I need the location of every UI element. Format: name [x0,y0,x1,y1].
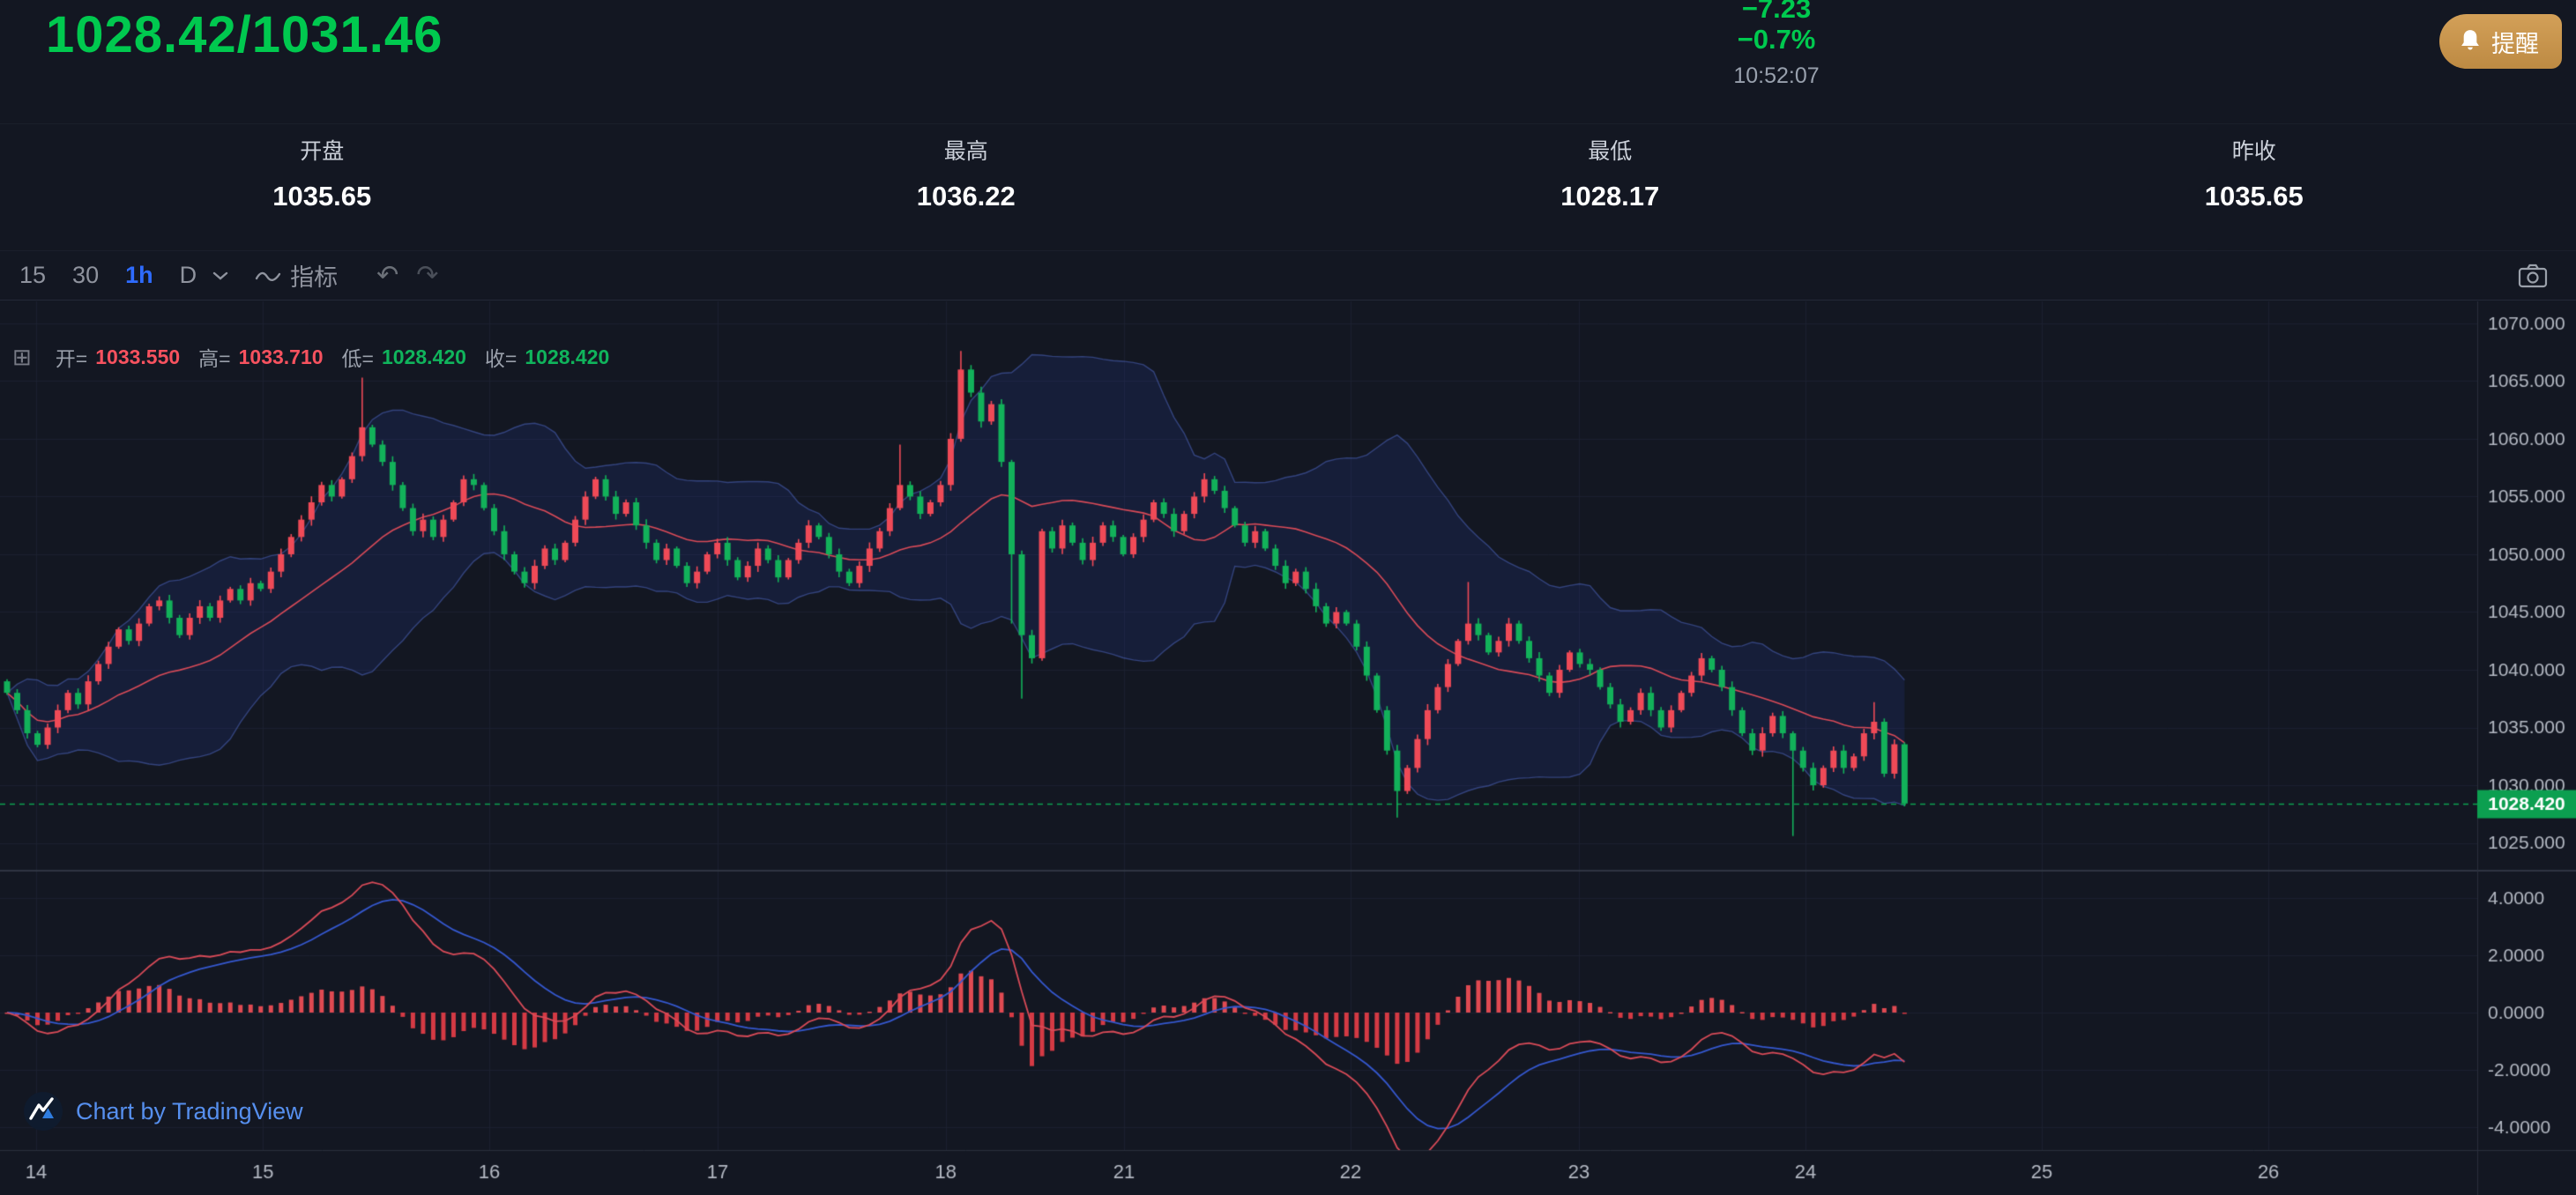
stat-low-value: 1028.17 [1560,181,1660,212]
undo-button[interactable]: ↶ [376,260,398,291]
quote-change-block: −7.23 −0.7% 10:52:07 [1657,0,1895,89]
attribution-text: Chart by TradingView [76,1097,303,1124]
price-change-percent: −0.7% [1737,24,1816,55]
price-pair: 1028.42/1031.46 [46,6,443,63]
alert-button[interactable]: 提醒 [2439,14,2562,69]
stat-open-label: 开盘 [300,139,345,164]
timeframe-1h[interactable]: 1h [125,262,153,288]
stats-row: 开盘 1035.65 最高 1036.22 最低 1028.17 昨收 1035… [0,134,2576,212]
camera-icon [2518,263,2548,289]
timeframe-d[interactable]: D [179,262,197,288]
quote-time: 10:52:07 [1733,63,1820,88]
stat-prev-close-value: 1035.65 [2204,181,2304,212]
stat-prev-close: 昨收 1035.65 [1932,134,2576,212]
redo-icon: ↷ [416,261,439,290]
stat-low: 最低 1028.17 [1288,134,1932,212]
price-chart-canvas[interactable] [0,301,2576,1195]
stat-high: 最高 1036.22 [644,134,1289,212]
legend-low-value: 1028.420 [381,345,466,368]
legend-close-label: 收= [484,347,517,370]
chart-toolbar: 15 30 1h D 指标 ↶ ↷ [0,250,2576,301]
alert-label: 提醒 [2491,30,2539,57]
timeframe-15[interactable]: 15 [19,262,47,288]
legend-low-label: 低= [341,347,374,370]
snapshot-button[interactable] [2518,263,2548,289]
stat-high-label: 最高 [943,139,988,164]
tradingview-attribution-link[interactable]: Chart by TradingView [23,1091,303,1132]
legend-high-value: 1033.710 [238,345,324,368]
timeframe-dropdown[interactable] [212,271,228,281]
price-axis[interactable] [2477,301,2576,1195]
stat-high-value: 1036.22 [916,181,1016,212]
bell-icon [2459,29,2482,54]
timeframe-30[interactable]: 30 [72,262,100,288]
stat-open-value: 1035.65 [272,181,372,212]
stat-open: 开盘 1035.65 [0,134,644,212]
header-divider [0,123,2576,124]
chevron-down-icon [212,271,228,281]
undo-icon: ↶ [376,261,399,290]
line-indicator-icon [255,267,281,285]
stat-low-label: 最低 [1588,139,1633,164]
legend-open-value: 1033.550 [95,345,181,368]
redo-button[interactable]: ↷ [416,260,438,291]
legend-open-label: 开= [55,347,88,370]
indicators-button[interactable]: 指标 [255,258,338,293]
time-axis[interactable] [0,1150,2477,1195]
legend-high-label: 高= [198,347,231,370]
stat-prev-close-label: 昨收 [2231,139,2276,164]
indicators-label: 指标 [290,264,339,291]
price-change: −7.23 [1741,0,1812,24]
ohlc-legend: ⊞ 开= 1033.550 高= 1033.710 低= 1028.420 收=… [12,342,609,372]
legend-close-value: 1028.420 [525,345,610,368]
tradingview-logo-icon [23,1091,63,1132]
plus-grid-icon[interactable]: ⊞ [12,343,32,370]
